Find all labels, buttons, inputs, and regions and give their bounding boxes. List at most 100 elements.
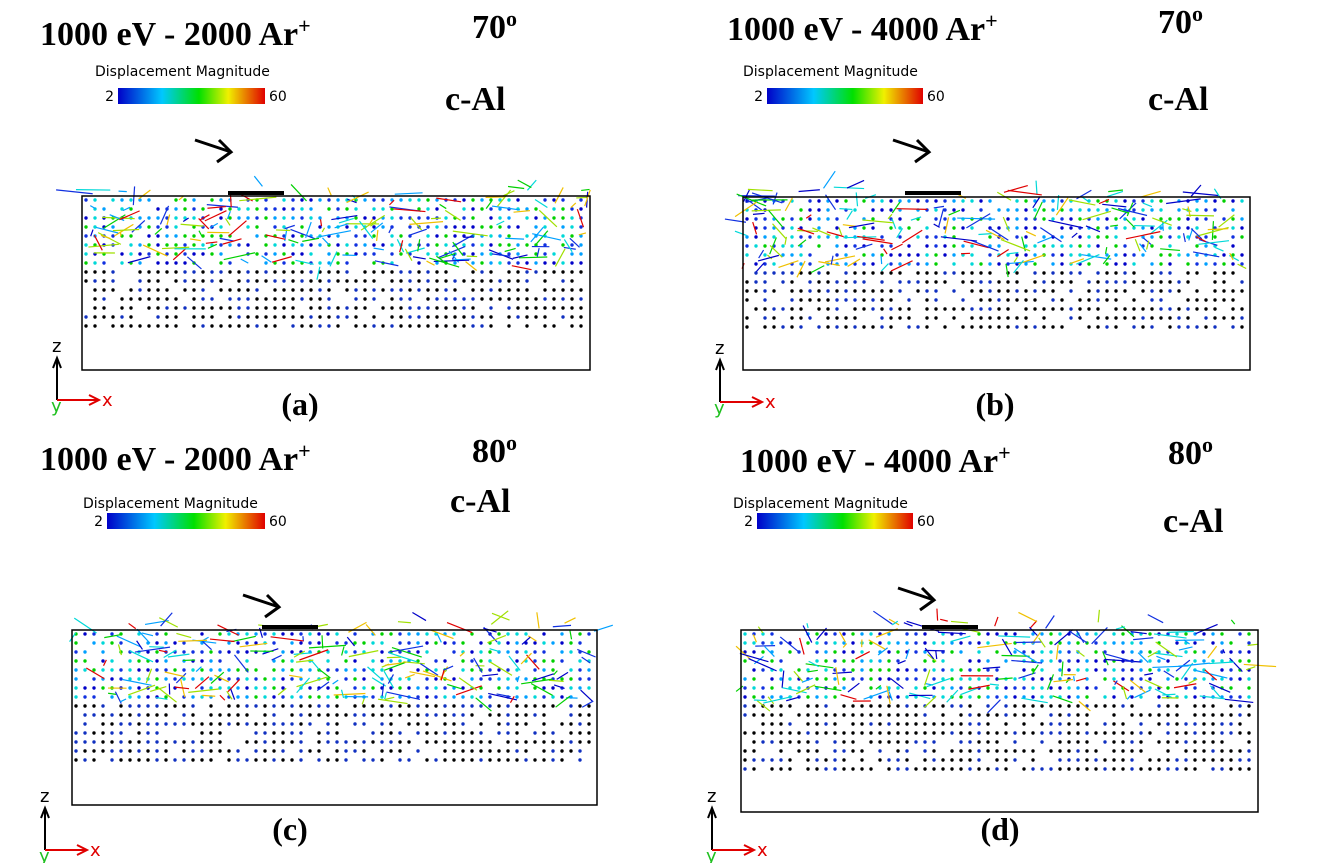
atom [1195,289,1199,293]
atom [844,262,848,266]
atom [808,199,812,203]
z-label: z [40,786,49,807]
displacement-vector [520,652,532,665]
atom [444,288,448,292]
displacement-vector [564,617,576,624]
atom [1058,641,1062,645]
atom [183,243,187,247]
displacement-vector [944,217,950,234]
atom [743,632,747,636]
atom [318,198,322,202]
atom [1040,695,1044,699]
atom [255,279,259,283]
atom [817,298,821,302]
atom [988,325,992,329]
atom [1168,226,1172,230]
atom [788,767,792,771]
atom [905,641,909,645]
displacement-vector [159,205,170,225]
atom [542,740,546,744]
simulation-box [71,629,598,806]
atom [489,234,493,238]
atom [192,315,196,319]
atom [210,198,214,202]
atom [425,695,429,699]
atom [1139,695,1143,699]
atom [898,280,902,284]
atom [1222,298,1226,302]
atom [1060,199,1064,203]
atom [263,731,267,735]
atom [326,659,330,663]
atom [174,225,178,229]
atom [327,225,331,229]
atom [245,659,249,663]
atom [444,225,448,229]
displacement-vector [982,666,1001,670]
atom [815,695,819,699]
x-axis [720,396,765,408]
atom [941,686,945,690]
atom [200,731,204,735]
atom [968,677,972,681]
atom [543,261,547,265]
atom [779,758,783,762]
atom [561,225,565,229]
atom [282,207,286,211]
displacement-vector [838,227,843,236]
displacement-vector [233,654,249,673]
atom [183,288,187,292]
angle: 70o [1158,1,1203,42]
atom [752,749,756,753]
atom [335,740,339,744]
atom [282,234,286,238]
atom [480,297,484,301]
atom [318,279,322,283]
atom [815,650,819,654]
atom [560,677,564,681]
atom [833,695,837,699]
displacement-vector [138,189,151,200]
atom [461,695,465,699]
atom [344,659,348,663]
atom [263,677,267,681]
atom [524,704,528,708]
atom [561,216,565,220]
atom [507,225,511,229]
atom [1112,749,1116,753]
atom [416,749,420,753]
atom [254,758,258,762]
atom [344,668,348,672]
atom [101,713,105,717]
atom [453,324,457,328]
atom [977,695,981,699]
atom [299,641,303,645]
atom [1004,749,1008,753]
atom [1150,271,1154,275]
displacement-vector [290,183,307,202]
atom [165,288,169,292]
atom [273,243,277,247]
displacement-vector [409,671,436,678]
atom [1247,767,1251,771]
atom [743,641,747,645]
atom [1049,659,1053,663]
atom [1211,731,1215,735]
atom [371,695,375,699]
atom [191,704,195,708]
atom [1166,677,1170,681]
atom [1103,740,1107,744]
displacement-vector [207,243,218,249]
atom [1013,731,1017,735]
atom [137,659,141,663]
atom [970,253,974,257]
atom [533,740,537,744]
atom [326,695,330,699]
displacement-vector [387,674,394,684]
atom [120,324,124,328]
atom [183,270,187,274]
displacement-vector [396,239,405,253]
atom [743,767,747,771]
atom [380,749,384,753]
atom [1004,722,1008,726]
